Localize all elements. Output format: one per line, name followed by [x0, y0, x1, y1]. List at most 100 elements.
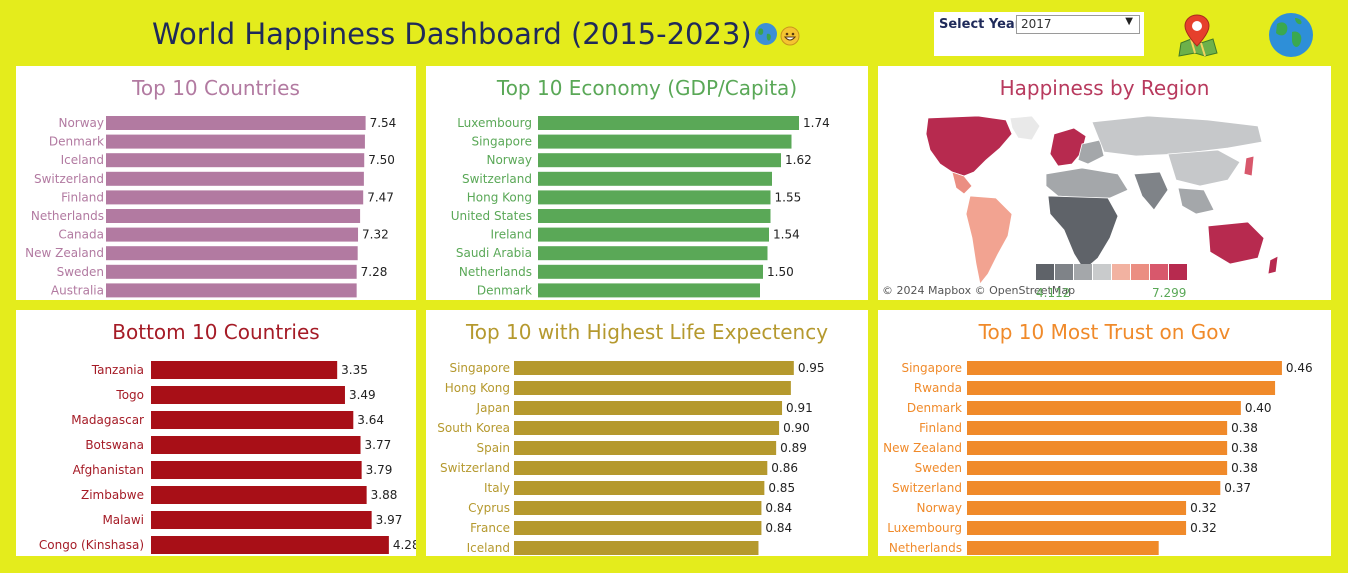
region-sub-saharan-africa[interactable] [1047, 195, 1119, 271]
region-cis[interactable] [1091, 115, 1263, 157]
life-expectancy-chart: Singapore 0.95 Hong Kong Japan 0.91 South Kor… [426, 358, 868, 556]
region-east-asia[interactable] [1167, 149, 1241, 187]
data-label: 0.37 [1224, 481, 1251, 495]
category-label: Canada [58, 228, 104, 242]
data-label: 0.40 [1245, 401, 1272, 415]
bar[interactable] [151, 486, 367, 504]
bar[interactable] [106, 264, 357, 279]
bar[interactable] [151, 536, 389, 554]
bar[interactable] [538, 264, 763, 279]
bar[interactable] [967, 381, 1276, 395]
bar[interactable] [106, 116, 366, 130]
bar[interactable] [514, 441, 777, 455]
bar[interactable] [538, 227, 769, 242]
legend-swatch [1131, 264, 1149, 280]
bar[interactable] [538, 190, 771, 205]
region-eastern-europe[interactable] [1077, 139, 1105, 165]
bar[interactable] [151, 511, 372, 529]
bar[interactable] [151, 461, 362, 479]
bar[interactable] [151, 386, 345, 404]
map-pin-icon[interactable] [1175, 13, 1219, 61]
data-label: 0.38 [1231, 421, 1258, 435]
region-new-zealand[interactable] [1267, 255, 1279, 275]
category-label: Sweden [915, 461, 962, 475]
bar[interactable] [106, 283, 357, 298]
bar[interactable] [106, 153, 365, 168]
bar[interactable] [106, 246, 358, 261]
region-central-america[interactable] [951, 171, 973, 195]
year-select[interactable]: 2017 ▼ [1016, 15, 1140, 34]
bar[interactable] [106, 209, 361, 223]
category-label: Botswana [85, 438, 144, 452]
bar[interactable] [514, 401, 783, 415]
region-mena[interactable] [1045, 167, 1129, 199]
bar[interactable] [538, 134, 792, 149]
bar[interactable] [538, 116, 799, 130]
world-map-svg[interactable] [878, 114, 1331, 300]
region-latin-america[interactable] [965, 195, 1013, 285]
category-label: United States [451, 209, 532, 223]
region-japan[interactable] [1243, 155, 1255, 177]
category-label: Finland [61, 190, 104, 204]
bar[interactable] [151, 436, 361, 454]
data-label: 3.88 [371, 488, 398, 502]
region-southeast-asia[interactable] [1177, 187, 1215, 215]
category-label: Netherlands [31, 209, 104, 223]
bar[interactable] [151, 361, 338, 379]
bar[interactable] [106, 171, 364, 186]
bar[interactable] [514, 361, 794, 375]
region-western-europe[interactable] [1049, 127, 1087, 167]
top10-economy-title: Top 10 Economy (GDP/Capita) [426, 66, 868, 110]
bar[interactable] [514, 481, 765, 495]
bar[interactable] [967, 401, 1241, 415]
legend-swatch [1169, 264, 1187, 280]
region-australia[interactable] [1207, 221, 1265, 265]
legend-swatch [1074, 264, 1092, 280]
bar[interactable] [967, 481, 1221, 495]
bottom10-countries-svg: Tanzania 3.35 Togo 3.49 Madagascar 3.64 Botswa… [39, 361, 416, 554]
bar[interactable] [514, 381, 791, 395]
bar[interactable] [514, 421, 780, 435]
bar[interactable] [538, 153, 781, 168]
bar[interactable] [538, 209, 771, 223]
bar[interactable] [967, 461, 1228, 475]
bar[interactable] [967, 501, 1187, 515]
bar[interactable] [967, 441, 1228, 455]
category-label: Tanzania [91, 363, 144, 377]
data-label: 3.79 [366, 463, 393, 477]
legend-swatch [1150, 264, 1168, 280]
bar[interactable] [514, 541, 759, 555]
bar[interactable] [106, 227, 359, 242]
bar[interactable] [106, 134, 365, 149]
region-south-asia[interactable] [1133, 171, 1169, 211]
bar[interactable] [967, 361, 1282, 375]
bar[interactable] [967, 421, 1228, 435]
bar[interactable] [538, 171, 772, 186]
bar[interactable] [151, 411, 354, 429]
grinning-face-icon [780, 19, 800, 53]
category-label: Singapore [471, 135, 532, 149]
bar[interactable] [538, 246, 768, 261]
bar[interactable] [106, 190, 364, 205]
category-label: Ireland [490, 228, 532, 242]
bar[interactable] [538, 283, 760, 298]
top10-countries-title-text: Top 10 Countries [132, 76, 300, 100]
data-label: 3.97 [376, 513, 403, 527]
globe-icon[interactable] [1268, 12, 1314, 62]
category-label: Hong Kong [467, 190, 532, 204]
data-label: 0.90 [783, 421, 810, 435]
happiness-region-title-text: Happiness by Region [999, 76, 1210, 100]
map-attribution[interactable]: © 2024 Mapbox © OpenStreetMap [882, 284, 1076, 297]
region-north-america[interactable] [925, 115, 1013, 177]
data-label: 0.91 [786, 401, 813, 415]
trust-gov-svg: Singapore 0.46 Rwanda Denmark 0.40 Finland 0.3… [883, 361, 1313, 555]
data-label: 7.28 [361, 265, 388, 279]
category-label: Iceland [467, 541, 510, 555]
bar[interactable] [967, 541, 1159, 555]
bar[interactable] [967, 521, 1187, 535]
bar[interactable] [514, 521, 762, 535]
happiness-map[interactable]: © 2024 Mapbox © OpenStreetMap 4.112 7.29… [878, 114, 1331, 300]
bar[interactable] [514, 501, 762, 515]
bar[interactable] [514, 461, 768, 475]
globe-icon [754, 19, 778, 53]
